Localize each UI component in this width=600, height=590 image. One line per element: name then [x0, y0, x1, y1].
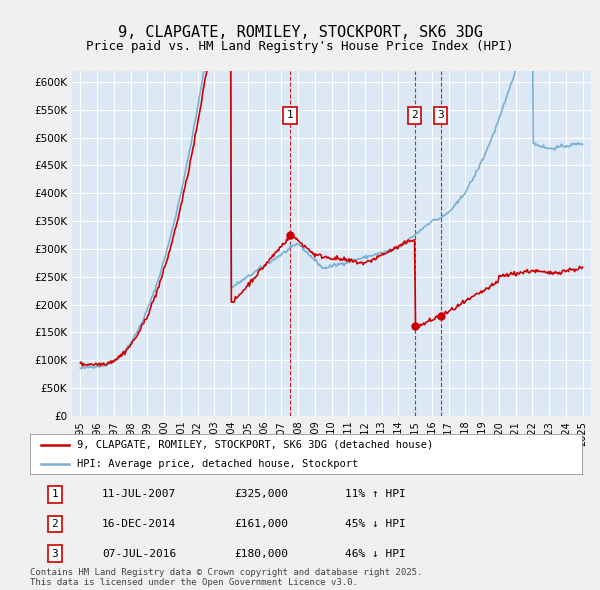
- Text: 11% ↑ HPI: 11% ↑ HPI: [344, 489, 406, 499]
- Text: 3: 3: [52, 549, 58, 559]
- Text: £180,000: £180,000: [234, 549, 288, 559]
- Text: 46% ↓ HPI: 46% ↓ HPI: [344, 549, 406, 559]
- Text: 9, CLAPGATE, ROMILEY, STOCKPORT, SK6 3DG: 9, CLAPGATE, ROMILEY, STOCKPORT, SK6 3DG: [118, 25, 482, 40]
- Text: 16-DEC-2014: 16-DEC-2014: [102, 519, 176, 529]
- Text: Price paid vs. HM Land Registry's House Price Index (HPI): Price paid vs. HM Land Registry's House …: [86, 40, 514, 53]
- Text: 2: 2: [52, 519, 58, 529]
- Text: 1: 1: [287, 110, 293, 120]
- Text: 07-JUL-2016: 07-JUL-2016: [102, 549, 176, 559]
- Text: 1: 1: [52, 489, 58, 499]
- Text: £161,000: £161,000: [234, 519, 288, 529]
- Text: 2: 2: [411, 110, 418, 120]
- Text: 3: 3: [437, 110, 444, 120]
- Text: 9, CLAPGATE, ROMILEY, STOCKPORT, SK6 3DG (detached house): 9, CLAPGATE, ROMILEY, STOCKPORT, SK6 3DG…: [77, 440, 433, 450]
- Text: Contains HM Land Registry data © Crown copyright and database right 2025.
This d: Contains HM Land Registry data © Crown c…: [30, 568, 422, 587]
- Text: £325,000: £325,000: [234, 489, 288, 499]
- Text: HPI: Average price, detached house, Stockport: HPI: Average price, detached house, Stoc…: [77, 459, 358, 468]
- Text: 45% ↓ HPI: 45% ↓ HPI: [344, 519, 406, 529]
- Text: 11-JUL-2007: 11-JUL-2007: [102, 489, 176, 499]
